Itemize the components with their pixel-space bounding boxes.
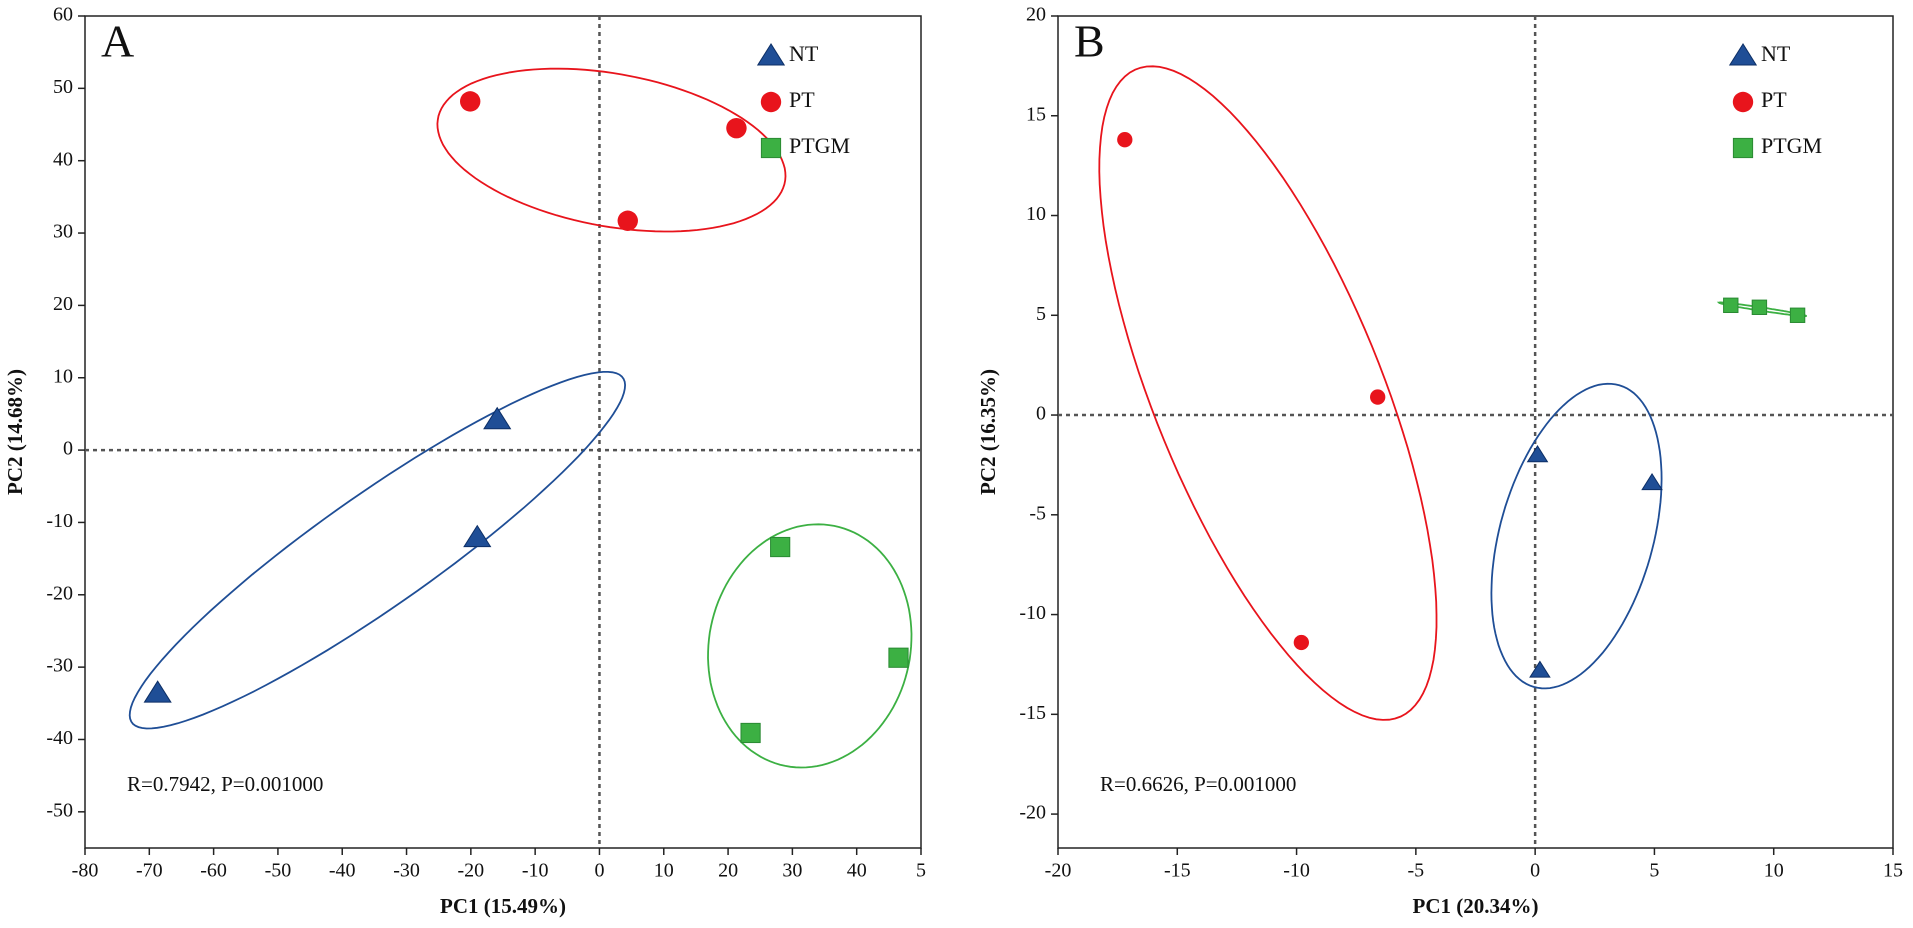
legend-label: PTGM — [789, 133, 850, 158]
point — [1723, 297, 1739, 314]
legend-label: NT — [789, 41, 819, 66]
x-axis-title: PC1 (20.34%) — [1413, 894, 1539, 918]
y-tick-label: -30 — [46, 655, 73, 677]
point — [1293, 634, 1309, 651]
x-tick-label: -5 — [1408, 860, 1425, 882]
y-tick-label: 60 — [53, 4, 73, 26]
legend-marker — [1732, 91, 1754, 113]
point — [1529, 660, 1551, 678]
legend-marker — [760, 91, 782, 113]
y-tick-label: -5 — [1029, 502, 1046, 524]
y-tick-label: -20 — [1019, 802, 1046, 824]
y-tick-label: 5 — [1036, 303, 1046, 325]
y-axis-title: PC2 (14.68%) — [3, 369, 27, 495]
x-tick-label: -30 — [393, 860, 420, 882]
confidence-ellipse — [128, 371, 627, 730]
x-tick-label: -60 — [200, 860, 227, 882]
x-tick-label: 20 — [718, 860, 738, 882]
y-tick-label: 10 — [53, 365, 73, 387]
point — [1641, 472, 1663, 491]
y-tick-label: -50 — [46, 799, 73, 821]
legend-marker — [1732, 137, 1754, 159]
x-tick-label: -50 — [265, 860, 292, 882]
x-tick-label: -70 — [136, 860, 163, 882]
point — [888, 647, 909, 668]
x-tick-label: 15 — [1883, 860, 1903, 882]
legend-label: PT — [789, 87, 815, 112]
x-tick-label: -80 — [72, 860, 99, 882]
y-tick-label: 40 — [53, 148, 73, 170]
point — [1370, 389, 1386, 405]
point — [463, 524, 492, 548]
x-tick-label: 0 — [594, 860, 604, 882]
x-tick-label: 40 — [847, 860, 867, 882]
x-tick-label: -15 — [1164, 860, 1191, 882]
point — [617, 210, 638, 231]
x-tick-label: -40 — [329, 860, 356, 882]
confidence-ellipse — [707, 523, 913, 769]
point — [770, 536, 791, 558]
confidence-ellipse — [436, 67, 787, 233]
y-tick-label: 0 — [63, 438, 73, 460]
x-axis-title: PC1 (15.49%) — [440, 894, 566, 918]
plot-frame — [84, 15, 922, 849]
legend-label: PT — [1761, 87, 1787, 112]
x-tick-label: 5 — [916, 860, 926, 882]
x-tick-label: -20 — [458, 860, 485, 882]
x-tick-label: 10 — [1764, 860, 1784, 882]
x-tick-label: -10 — [522, 860, 549, 882]
y-tick-label: 10 — [1026, 203, 1046, 225]
y-tick-label: 15 — [1026, 103, 1046, 125]
point — [143, 680, 172, 703]
x-tick-label: 5 — [1649, 860, 1659, 882]
y-tick-label: 0 — [1036, 403, 1046, 425]
y-tick-label: 30 — [53, 221, 73, 243]
y-tick-label: -20 — [46, 582, 73, 604]
plot-frame — [1057, 15, 1894, 849]
y-tick-label: -10 — [1019, 602, 1046, 624]
x-tick-label: -10 — [1283, 860, 1310, 882]
y-axis-title: PC2 (16.35%) — [976, 369, 1000, 495]
point — [483, 406, 512, 430]
y-tick-label: -40 — [46, 727, 73, 749]
point — [1117, 132, 1133, 148]
legend-marker — [760, 137, 782, 159]
point — [1789, 307, 1806, 323]
x-tick-label: 10 — [654, 860, 674, 882]
annotation: R=0.6626, P=0.001000 — [1100, 772, 1296, 796]
x-tick-label: 0 — [1530, 860, 1540, 882]
point — [1751, 299, 1768, 315]
confidence-ellipse — [1490, 382, 1663, 690]
point — [726, 117, 747, 139]
legend-marker — [756, 43, 786, 66]
y-tick-label: -10 — [46, 510, 73, 532]
legend-label: PTGM — [1761, 133, 1822, 158]
y-tick-label: -15 — [1019, 702, 1046, 724]
panel-label: A — [101, 16, 134, 67]
annotation: R=0.7942, P=0.001000 — [127, 772, 323, 796]
legend-label: NT — [1761, 41, 1791, 66]
point — [460, 91, 481, 112]
confidence-ellipse — [1716, 301, 1807, 318]
panel-label: B — [1074, 16, 1105, 67]
legend-marker — [1728, 43, 1758, 66]
point — [740, 722, 761, 744]
confidence-ellipse — [1098, 65, 1438, 721]
y-tick-label: 20 — [53, 293, 73, 315]
point — [1526, 445, 1549, 463]
y-tick-label: 20 — [1026, 4, 1046, 26]
y-tick-label: 50 — [53, 76, 73, 98]
x-tick-label: 30 — [782, 860, 802, 882]
x-tick-label: -20 — [1045, 860, 1072, 882]
